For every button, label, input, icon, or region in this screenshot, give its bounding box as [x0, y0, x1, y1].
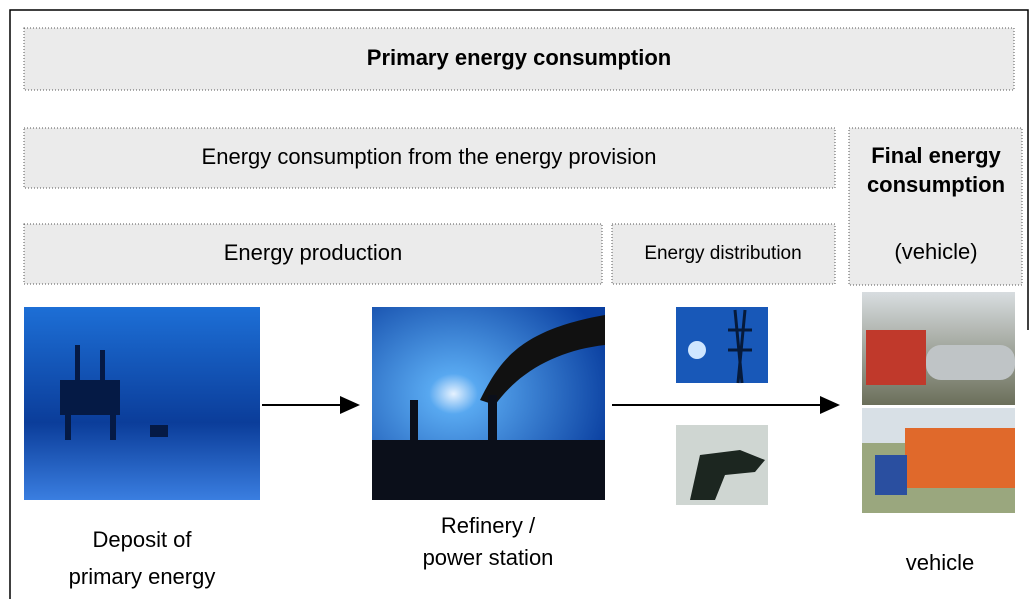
stage-label: vehicle [906, 550, 974, 575]
refinery-image [372, 307, 605, 500]
truck-image [862, 408, 1015, 513]
primary-box [23, 27, 1015, 91]
frame [9, 9, 1029, 599]
arrow [262, 396, 360, 414]
stage-label: Refinery / [441, 513, 536, 538]
distribution-box [611, 223, 836, 285]
provision-label: Energy consumption from the energy provi… [202, 144, 657, 169]
stage-label: Deposit of [92, 527, 192, 552]
final-label: consumption [867, 172, 1005, 197]
final-note: (vehicle) [894, 239, 977, 264]
arrow [612, 396, 840, 414]
stage-label: power station [423, 545, 554, 570]
production-box [23, 223, 603, 285]
provision-box [23, 127, 836, 189]
distribution-label: Energy distribution [644, 243, 801, 264]
fuel-nozzle-image [676, 425, 768, 505]
production-label: Energy production [224, 240, 403, 265]
title: Primary energy consumption [367, 45, 671, 70]
oil-rig-image [24, 307, 260, 500]
pylon-image [676, 307, 768, 384]
stage-label: primary energy [69, 564, 216, 589]
final-label: Final energy [871, 143, 1001, 168]
final-box [848, 127, 1023, 286]
train-image [862, 292, 1015, 405]
